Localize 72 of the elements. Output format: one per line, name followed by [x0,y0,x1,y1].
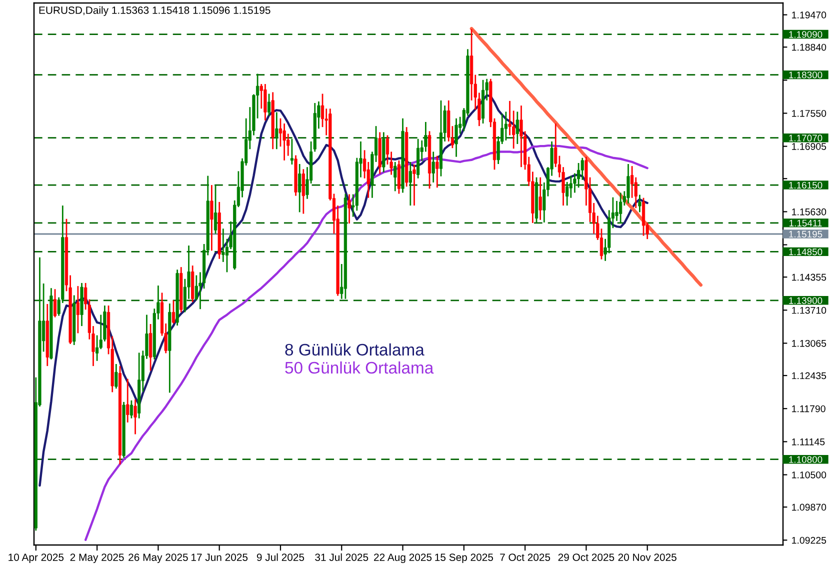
y-tick-label: 1.09225 [792,536,826,544]
y-tick-label: 1.11790 [792,405,826,412]
y-tick-label: 1.10500 [792,471,826,478]
candlestick [298,163,302,213]
candlestick [53,288,57,318]
candlestick [130,400,133,420]
y-tick-label: 1.11145 [792,438,825,446]
y-tick-label: 1.09870 [792,504,826,511]
candlestick [504,111,508,142]
ref-line-label: 1.14850 [789,248,822,256]
x-tick-label: 9 Jul 2025 [256,553,304,561]
candlestick [126,378,130,424]
x-tick-label: 22 Aug 2025 [374,554,432,564]
candlestick [275,112,278,150]
x-tick-label: 7 Oct 2025 [500,554,550,561]
candlestick [619,192,622,224]
candlestick [210,184,214,252]
candlestick [114,363,118,390]
x-tick-label: 17 Jun 2025 [191,554,248,561]
candlestick [516,111,519,145]
ref-line-label: 1.13900 [789,297,822,304]
candlestick [436,155,439,188]
x-tick-label: 26 May 2025 [128,554,188,564]
candlestick [134,398,137,435]
line-series [38,94,648,487]
y-tick-label: 1.13710 [792,306,826,314]
x-tick-label: 2 May 2025 [70,554,124,564]
candlestick [642,197,646,236]
candlestick [412,164,416,206]
candlestick [214,184,218,234]
text: 50 Günlük Ortalama [285,361,434,374]
candlestick [264,83,267,122]
candlestick [348,194,351,224]
candlestick [454,118,458,158]
candlestick [538,176,542,221]
candlestick [520,104,523,168]
candlestick [626,163,630,204]
candlestick [172,300,176,324]
y-tick-label: 1.16905 [792,143,826,150]
ref-line-label: 1.15411 [790,220,822,226]
text: 8 Günlük Ortalama [285,343,424,356]
candlestick [302,168,305,214]
x-tick-label: 20 Nov 2025 [618,554,676,561]
ref-line-label: 1.16150 [789,182,822,189]
x-tick-label: 15 Sep 2025 [435,554,494,564]
x-tick-label: 10 Apr 2025 [8,554,64,564]
x-tick-label: 31 Jul 2025 [315,553,368,561]
line-series [470,26,703,287]
candlestick [638,194,642,213]
ref-line-label: 1.18300 [789,72,822,78]
y-tick-label: 1.19470 [792,12,826,18]
candlestick [76,285,80,334]
candlestick [408,161,412,206]
x-tick-label: 29 Oct 2025 [558,554,614,561]
ref-line-label: 1.15195 [789,230,822,238]
candlestick [577,162,580,188]
chart-title: EURUSD,Daily 1.15363 1.15418 1.15096 1.15195 [39,6,270,16]
candlestick [290,138,294,166]
candlestick [282,122,286,162]
candlestick [432,151,435,184]
y-tick-label: 1.18840 [792,44,826,51]
ref-line-label: 1.19090 [789,31,822,38]
ref-line-label: 1.17070 [789,134,822,142]
y-tick-label: 1.14355 [792,274,826,281]
candlestick [394,161,397,192]
y-tick-label: 1.12435 [792,372,826,380]
y-tick-label: 1.17550 [792,110,826,117]
candlestick [222,228,225,263]
ref-line-label: 1.10800 [789,456,822,463]
y-tick-label: 1.15630 [792,208,826,216]
candlestick [267,93,271,117]
y-tick-label: 1.13065 [792,340,826,347]
